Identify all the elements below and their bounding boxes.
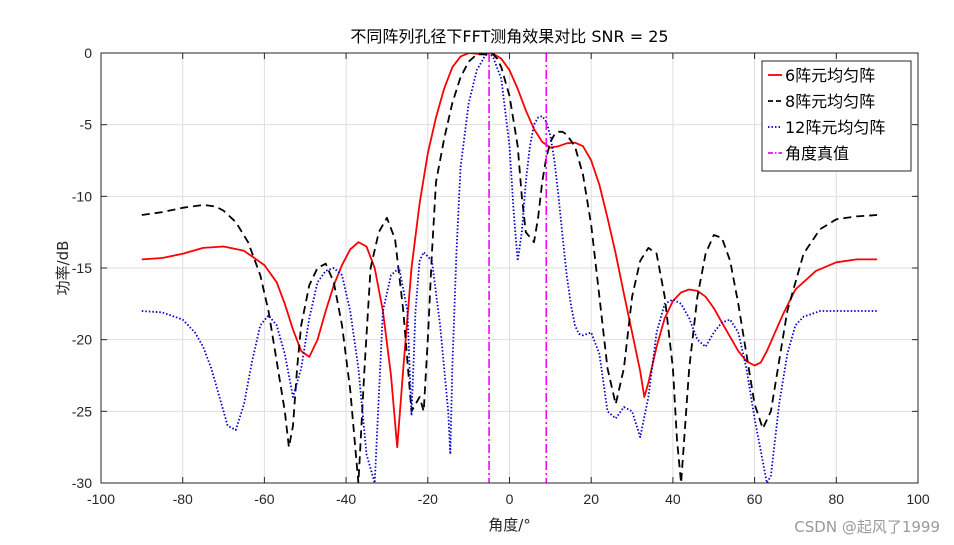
chart-title: 不同阵列孔径下FFT测角效果对比 SNR = 25: [350, 27, 668, 46]
y-tick-label-5: -25: [72, 403, 92, 419]
x-tick-label-1: -80: [173, 491, 193, 507]
series-line-2: [141, 53, 878, 483]
series-layer: [141, 53, 878, 483]
legend-label-3: 角度真值: [785, 144, 849, 163]
ticks: -100 -80 -60 -40 -20 0 20 40 60 80 100 0 -5 -10 -15 -20…: [72, 45, 930, 507]
x-tick-label-7: 40: [665, 491, 681, 507]
series-line-0: [141, 53, 878, 449]
legend-label-2: 12阵元均匀阵: [785, 118, 885, 137]
x-tick-label-0: -100: [87, 491, 115, 507]
watermark: CSDN @起风了1999: [794, 518, 940, 536]
legend-label-0: 6阵元均匀阵: [785, 66, 875, 85]
x-tick-label-8: 60: [747, 491, 763, 507]
y-tick-label-0: 0: [84, 45, 92, 61]
x-tick-label-10: 100: [906, 491, 930, 507]
y-tick-label-6: -30: [72, 475, 92, 491]
legend-label-1: 8阵元均匀阵: [785, 92, 875, 111]
x-axis-title: 角度/°: [488, 516, 531, 534]
grid: [101, 53, 918, 483]
x-tick-label-4: -20: [418, 491, 438, 507]
x-tick-label-9: 80: [829, 491, 845, 507]
x-tick-label-5: 0: [506, 491, 514, 507]
legend-box: [761, 60, 912, 172]
y-tick-label-4: -20: [72, 332, 92, 348]
y-tick-label-3: -15: [72, 260, 92, 276]
x-tick-label-2: -60: [254, 491, 274, 507]
y-tick-label-2: -10: [72, 188, 92, 204]
x-tick-label-6: 20: [583, 491, 599, 507]
series-line-1: [141, 53, 878, 483]
x-tick-label-3: -40: [336, 491, 356, 507]
y-axis-title: 功率/dB: [54, 241, 72, 296]
y-tick-label-1: -5: [80, 117, 93, 133]
